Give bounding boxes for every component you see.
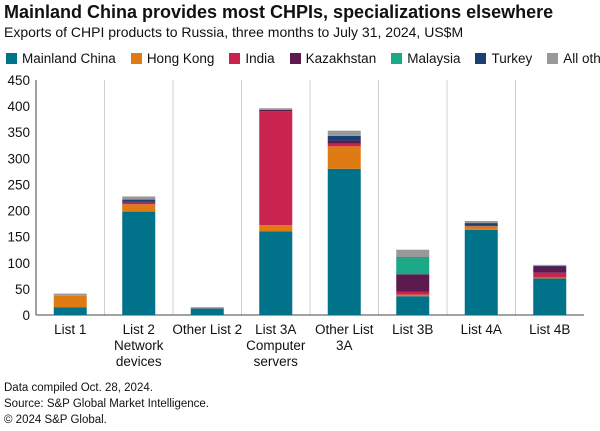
x-tick-label: List 4B <box>529 322 570 337</box>
x-tick-label: List 3B <box>392 322 433 337</box>
legend-swatch <box>130 53 142 64</box>
legend-item-6: All others <box>547 51 600 66</box>
bar-segment <box>122 204 156 212</box>
chart-legend: Mainland China Hong Kong India Kazakhstan Ma… <box>6 51 600 66</box>
legend-item-2: India <box>229 51 275 66</box>
bar-segment <box>396 249 430 258</box>
bar-segment <box>464 223 498 226</box>
bar-segment <box>327 168 361 315</box>
legend-item-4: Malaysia <box>391 51 460 66</box>
legend-label: Kazakhstan <box>305 51 377 66</box>
bar-segment <box>327 130 361 136</box>
bar-segment <box>122 211 156 315</box>
y-tick-label: 50 <box>15 282 30 297</box>
bar-segment <box>259 111 293 226</box>
y-tick-label: 450 <box>7 73 30 88</box>
legend-swatch <box>391 53 403 64</box>
x-tick-label: List 2 <box>123 322 155 337</box>
y-tick-label: 300 <box>7 151 30 166</box>
bar-segment <box>533 278 567 315</box>
legend-label: Malaysia <box>407 51 461 66</box>
bar-segment <box>327 135 361 141</box>
legend-swatch <box>289 53 301 64</box>
bar-segment <box>396 291 430 295</box>
x-tick-label: Other List <box>315 322 374 337</box>
legend-swatch <box>475 53 487 64</box>
bar-segment <box>122 196 156 200</box>
x-tick-label: Computer <box>246 338 306 353</box>
bar-segment <box>122 199 156 202</box>
x-tick-label: Other List 2 <box>172 322 242 337</box>
bar-segment <box>122 202 156 205</box>
legend-label: Hong Kong <box>146 51 215 66</box>
x-tick-label: List 3A <box>255 322 296 337</box>
bar-segment <box>122 201 156 203</box>
bar-segment <box>533 265 567 267</box>
chart-title: Mainland China provides most CHPIs, spec… <box>4 2 554 22</box>
footer-source: Source: S&P Global Market Intelligence. <box>4 398 209 410</box>
bar-segment <box>396 258 430 275</box>
footer-date: Data compiled Oct. 28, 2024. <box>4 382 153 394</box>
bar-segment <box>190 307 224 309</box>
bar-segment <box>464 225 498 227</box>
y-tick-label: 100 <box>7 256 30 271</box>
bar-segment <box>533 266 567 273</box>
y-tick-label: 0 <box>22 308 30 323</box>
bar-segment <box>533 272 567 278</box>
x-tick-label: servers <box>254 354 299 369</box>
legend-label: Mainland China <box>22 51 116 66</box>
legend-label: Turkey <box>491 51 533 66</box>
bar-segment <box>396 274 430 292</box>
x-tick-label: List 1 <box>54 322 86 337</box>
legend-swatch <box>6 53 17 64</box>
legend-item-5: Turkey <box>475 51 532 66</box>
bar-segment <box>464 226 498 230</box>
x-tick-label: Network <box>114 338 164 353</box>
x-tick-label: List 4A <box>461 322 502 337</box>
legend-swatch <box>229 53 241 64</box>
legend-swatch <box>547 53 559 64</box>
bar-segment <box>53 307 87 315</box>
x-tick-label: 3A <box>336 338 353 353</box>
legend-label: India <box>245 51 275 66</box>
bar-segment <box>53 295 87 308</box>
bar-segment <box>464 221 498 224</box>
bar-segment <box>327 146 361 169</box>
legend-item-0: Mainland China <box>6 51 116 66</box>
bar-segment <box>396 296 430 315</box>
legend-item-3: Kazakhstan <box>289 51 377 66</box>
bar-segment <box>533 264 567 266</box>
legend-label: All others <box>563 51 600 66</box>
bar-segment <box>327 143 361 147</box>
chart-subtitle: Exports of CHPI products to Russia, thre… <box>4 24 464 40</box>
x-tick-label: devices <box>116 354 162 369</box>
y-tick-label: 400 <box>7 99 30 114</box>
y-tick-label: 150 <box>7 230 30 245</box>
footer-copyright: © 2024 S&P Global. <box>4 414 107 426</box>
bar-segment <box>190 308 224 315</box>
bar-segment <box>259 225 293 232</box>
bar-segment <box>396 257 430 259</box>
y-tick-label: 350 <box>7 125 30 140</box>
y-tick-label: 250 <box>7 177 30 192</box>
bar-segment <box>396 294 430 297</box>
y-tick-label: 200 <box>7 204 30 219</box>
bar-segment <box>259 108 293 110</box>
bar-segment <box>327 140 361 144</box>
legend-item-1: Hong Kong <box>130 51 215 66</box>
bar-segment <box>53 293 87 296</box>
bar-segment <box>190 308 224 309</box>
bar-segment <box>259 231 293 315</box>
bar-segment <box>464 229 498 315</box>
bar-segment <box>533 277 567 279</box>
bar-segment <box>259 109 293 112</box>
